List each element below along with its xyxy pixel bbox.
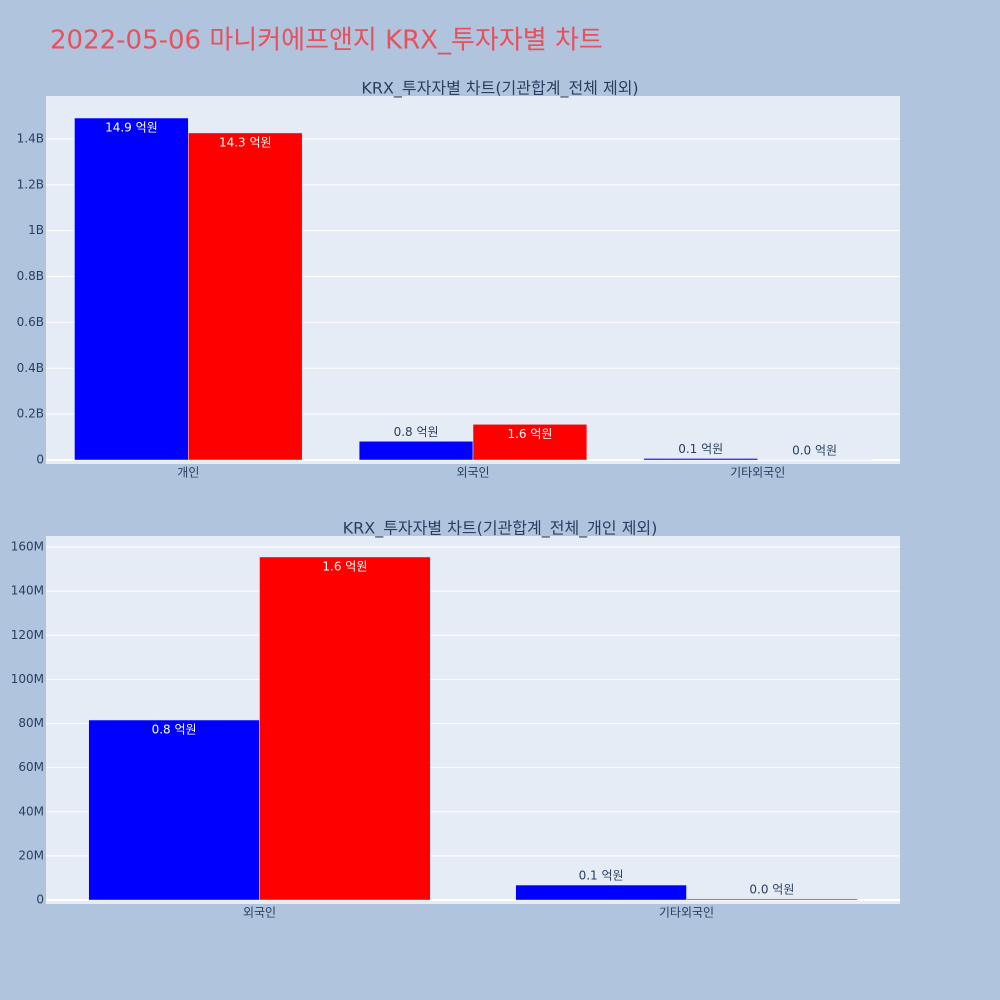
bar (188, 132, 303, 461)
y-tick-label: 1B (28, 223, 44, 237)
main-title: 2022-05-06 마니커에프앤지 KRX_투자자별 차트 (50, 26, 603, 56)
y-tick-label: 0 (36, 893, 44, 907)
chart-title: KRX_투자자별 차트(기관합계_전체 제외) (361, 79, 638, 99)
x-tick-label: 외국인 (456, 466, 489, 480)
y-tick-label: 60M (18, 760, 44, 774)
value-label: 0.8 억원 (152, 723, 197, 737)
value-label: 0.0 억원 (792, 443, 837, 457)
value-label: 0.1 억원 (579, 869, 624, 883)
y-tick-label: 80M (18, 716, 44, 730)
x-tick-label: 개인 (177, 466, 199, 480)
y-tick-label: 0.6B (17, 315, 44, 329)
y-tick-label: 0.4B (17, 361, 44, 375)
y-tick-label: 140M (11, 584, 44, 598)
value-label: 14.9 억원 (105, 121, 158, 135)
chart-title: KRX_투자자별 차트(기관합계_전체_개인 제외) (343, 519, 658, 539)
value-label: 0.8 억원 (394, 425, 439, 439)
value-label: 1.6 억원 (507, 427, 552, 441)
y-tick-label: 120M (11, 628, 44, 642)
value-label: 0.0 억원 (749, 882, 794, 896)
bar (259, 556, 431, 901)
y-tick-label: 100M (11, 672, 44, 686)
y-tick-label: 40M (18, 804, 44, 818)
bar (686, 898, 858, 901)
bar (358, 441, 474, 461)
value-label: 14.3 억원 (219, 135, 272, 149)
bar (74, 117, 189, 461)
y-tick-label: 20M (18, 848, 44, 862)
bar (643, 458, 758, 461)
y-tick-label: 0 (36, 453, 44, 467)
x-tick-label: 기타외국인 (659, 906, 714, 920)
value-label: 1.6 억원 (322, 559, 367, 573)
bar (515, 884, 687, 901)
y-tick-label: 0.2B (17, 407, 44, 421)
x-tick-label: 기타외국인 (730, 466, 785, 480)
bar (472, 424, 588, 461)
x-tick-label: 외국인 (243, 906, 276, 920)
bar (88, 719, 260, 901)
y-tick-label: 1.2B (17, 177, 44, 191)
value-label: 0.1 억원 (678, 442, 723, 456)
y-tick-label: 160M (11, 540, 44, 554)
y-tick-label: 1.4B (17, 131, 44, 145)
y-tick-label: 0.8B (17, 269, 44, 283)
